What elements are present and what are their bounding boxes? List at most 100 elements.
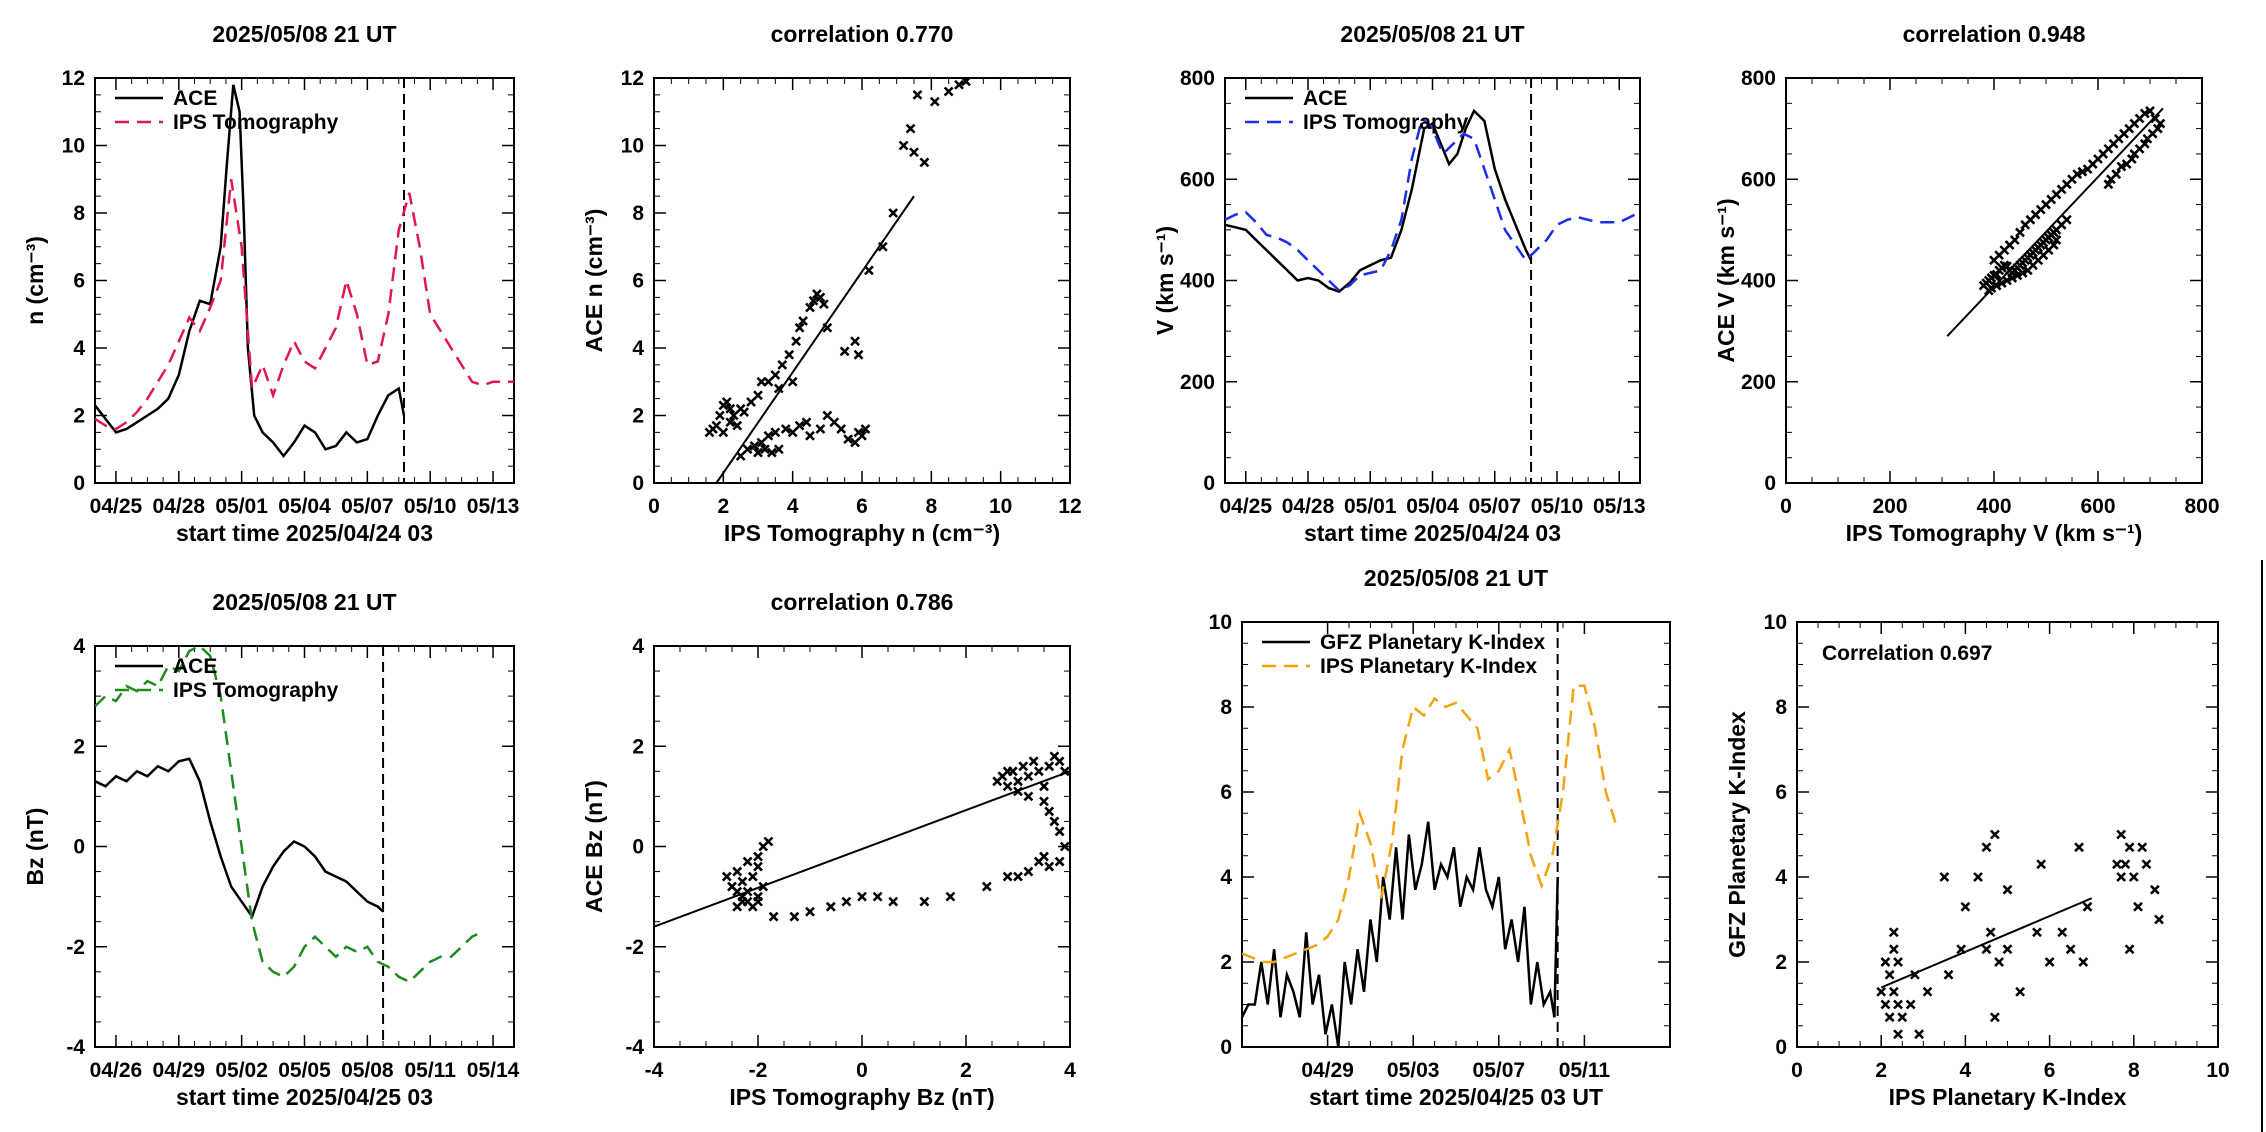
- data-point: [732, 420, 743, 431]
- data-point: [1028, 756, 1039, 767]
- x-tick-label: 05/08: [341, 1059, 394, 1082]
- data-point: [2002, 944, 2013, 955]
- x-tick-label: 05/05: [278, 1059, 331, 1082]
- data-point: [1054, 826, 1065, 837]
- chart-title: 2025/05/08 21 UT: [212, 21, 396, 47]
- y-tick-label: 0: [1775, 1036, 1787, 1059]
- data-point: [2074, 842, 2084, 853]
- legend-label: IPS Tomography: [173, 679, 339, 702]
- data-point: [2129, 149, 2140, 159]
- data-point: [2015, 227, 2025, 238]
- data-point: [2121, 159, 2132, 169]
- data-point: [2044, 957, 2055, 967]
- data-point: [857, 891, 867, 902]
- x-tick-label: 05/10: [1531, 495, 1584, 518]
- data-point: [732, 866, 743, 877]
- data-point: [1893, 957, 1903, 967]
- y-tick-label: 0: [1764, 472, 1776, 495]
- series-line-1: [1225, 108, 1533, 294]
- data-point: [1888, 927, 1899, 938]
- y-tick-label: 8: [632, 202, 644, 225]
- data-point: [805, 302, 815, 313]
- x-tick-label: 05/04: [278, 495, 331, 518]
- data-point: [825, 901, 836, 912]
- data-point: [822, 410, 833, 421]
- data-point: [905, 123, 916, 134]
- plot-area: [654, 751, 1070, 928]
- data-point: [737, 876, 748, 887]
- data-point: [2124, 842, 2135, 853]
- plot-area: [704, 78, 971, 483]
- chart-panel-1: 04/25 04/28 05/01 05/04 05/07 05/10 05/13 0 2 4 6 8…: [22, 21, 519, 546]
- x-tick-label: 04/28: [1282, 495, 1335, 518]
- x-tick-label: 05/14: [467, 1059, 520, 1082]
- y-tick-label: -4: [625, 1036, 644, 1059]
- y-tick-label: 6: [1220, 781, 1232, 804]
- data-point: [2154, 914, 2164, 925]
- y-tick-label: 2: [1775, 951, 1787, 974]
- data-point: [2145, 105, 2155, 116]
- data-point: [1991, 280, 2002, 291]
- data-point: [1981, 842, 1992, 853]
- y-tick-label: 2: [73, 735, 85, 758]
- data-point: [2149, 884, 2160, 895]
- x-tick-label: 10: [2206, 1059, 2229, 1082]
- data-point: [773, 444, 784, 455]
- data-point: [919, 896, 930, 907]
- y-tick-label: 200: [1741, 371, 1776, 394]
- y-tick-label: 4: [73, 337, 85, 360]
- y-tick-label: 12: [621, 67, 644, 90]
- legend-label: ACE: [1303, 87, 1347, 110]
- data-point: [742, 886, 753, 897]
- series-line-2: [1225, 116, 1640, 293]
- data-point: [1013, 776, 1023, 787]
- chart-title: 2025/05/08 21 UT: [1340, 21, 1524, 47]
- x-tick-label: 6: [2044, 1059, 2056, 1082]
- data-point: [1893, 999, 1903, 1010]
- data-point: [1049, 816, 1060, 827]
- data-point: [758, 881, 769, 892]
- data-point: [909, 147, 919, 158]
- data-point: [1044, 861, 1055, 872]
- data-point: [1981, 944, 1992, 955]
- x-tick-label: 0: [1791, 1059, 1803, 1082]
- data-point: [2057, 927, 2068, 938]
- x-tick-label: 05/07: [1468, 495, 1521, 518]
- data-point: [1989, 1012, 2000, 1023]
- y-tick-label: 0: [1203, 472, 1215, 495]
- data-point: [2139, 108, 2150, 119]
- data-point: [2116, 872, 2127, 882]
- series-line-2: [1242, 684, 1618, 964]
- y-tick-label: 10: [1764, 611, 1787, 634]
- x-axis-label: start time 2025/04/24 03: [176, 520, 433, 546]
- data-point: [1989, 829, 2000, 840]
- data-point: [2116, 829, 2127, 840]
- data-point: [853, 427, 864, 438]
- y-tick-label: 800: [1741, 67, 1776, 90]
- data-point: [2133, 901, 2143, 912]
- x-tick-label: 05/10: [404, 495, 457, 518]
- y-tick-label: 400: [1180, 270, 1215, 293]
- x-tick-label: 05/01: [1344, 495, 1397, 518]
- y-axis-label: n (cm⁻³): [22, 236, 48, 325]
- chart-panel-3: 04/25 04/28 05/01 05/04 05/07 05/10 05/13 0 200 4…: [1152, 21, 1646, 546]
- plot-frame: [1241, 621, 1671, 1048]
- data-point: [768, 911, 779, 922]
- data-point: [981, 881, 992, 892]
- x-tick-label: 12: [1058, 495, 1081, 518]
- data-point: [1884, 969, 1895, 980]
- data-point: [721, 871, 732, 882]
- data-point: [777, 359, 788, 370]
- data-point: [2137, 842, 2148, 853]
- data-point: [877, 241, 888, 252]
- data-point: [1922, 986, 1933, 997]
- plot-area: [1225, 78, 1640, 483]
- data-point: [872, 891, 883, 902]
- x-axis-label: start time 2025/04/25 03 UT: [1309, 1084, 1603, 1110]
- data-point: [1914, 1029, 1925, 1040]
- data-point: [836, 424, 847, 434]
- data-point: [919, 157, 930, 168]
- data-point: [725, 417, 736, 428]
- plot-frame: [94, 77, 515, 484]
- plot-area: [95, 78, 514, 483]
